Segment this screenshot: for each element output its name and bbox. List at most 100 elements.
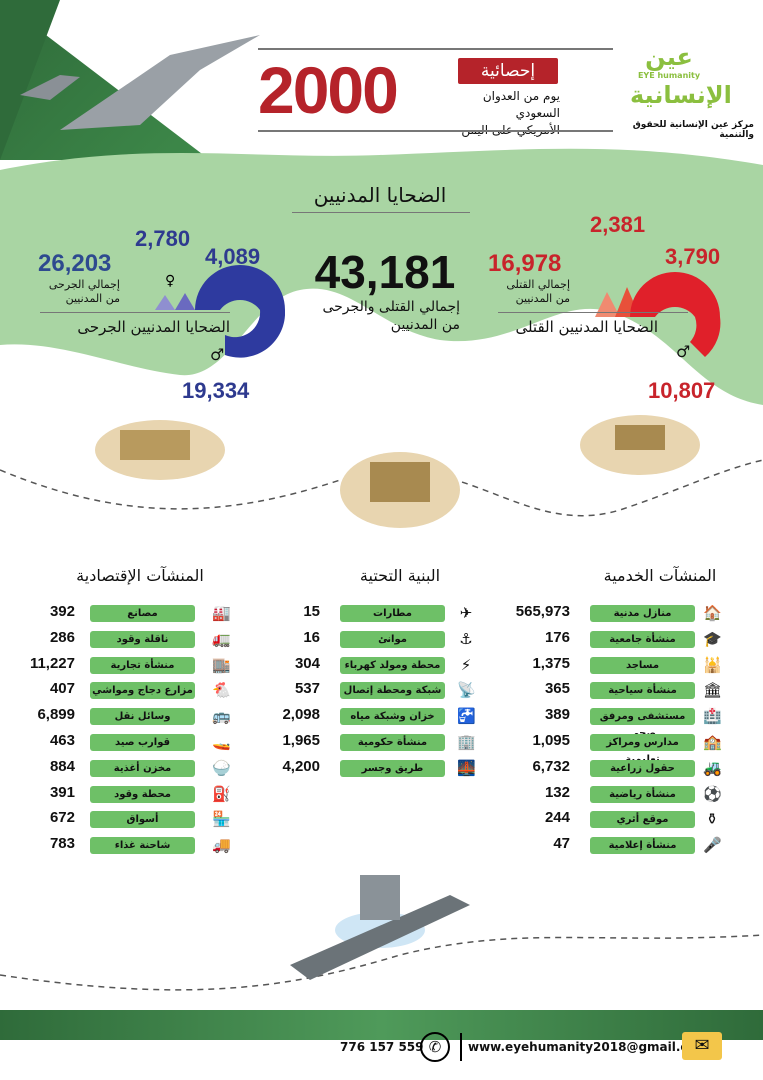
row-label: مصانع [90,605,195,622]
row-label: خزان وشبكة مياه [340,708,445,726]
casualties-total-label: إجمالي القتلى والجرحى من المدنيين [290,298,460,334]
fuel-truck-icon: 🚛 [212,629,231,648]
row-value: 6,899 [37,706,75,724]
row-label: شبكة ومحطة إتصال [340,682,445,700]
row-value: 286 [49,628,75,646]
infrastructure-row: 1,965 منشأة حكومية 🏢 [0,732,763,754]
email-address[interactable]: www.eyehumanity2018@gmail.com [468,1040,709,1054]
row-label: منشأة تجارية [90,656,195,674]
row-label: منشأة جامعية [590,630,695,648]
economic-facilities-row: 392 مصانع 🏭 [0,603,763,625]
infrastructure-title: البنية التحتية [359,566,441,585]
row-label: محطة وقود [90,785,195,803]
row-value: 11,227 [29,654,75,672]
row-value: 672 [49,809,75,827]
killed-men: 10,807 [648,378,716,403]
injured-donut-chart: ♀ [155,265,285,358]
injured-men: 19,334 [182,378,250,403]
man-icon: ♂ [676,342,691,361]
injured-label1: إجمالي الجرحى [48,278,120,291]
row-label: مساجد [590,656,695,674]
row-label: حقول زراعية [590,759,695,777]
row-value: 565,973 [515,603,570,620]
killed-label1: إجمالي القتلى [506,278,570,291]
row-value: 1,375 [532,654,570,672]
row-value: 537 [294,680,320,698]
food-bowl-icon: 🍚 [212,758,231,777]
total-label1: إجمالي القتلى والجرحى [322,299,460,315]
injured-children: 4,089 [205,244,261,269]
fuel-pump-icon: ⛽ [212,784,231,803]
header-rule-top [258,48,613,50]
contact-divider [460,1033,462,1061]
warship-illustration [0,875,763,991]
logo-sub: EYE humanity [637,71,701,80]
row-label: شاحنة غذاء [90,837,195,855]
service-facilities-row: 365 منشأة سياحية 🏛 [0,680,763,702]
bridge-icon: 🌉 [457,758,476,777]
military-illustrations [0,415,763,528]
service-facilities-row: 47 منشأة إعلامية 🎤 [0,835,763,857]
factory-icon: 🏭 [212,604,231,622]
row-value: 407 [49,680,75,698]
service-facilities-row: 176 منشأة جامعية 🎓 [0,629,763,651]
service-facilities-row: 132 منشأة رياضية ⚽ [0,784,763,806]
graduation-cap-icon: 🎓 [703,629,722,648]
chicken-icon: 🐔 [212,681,231,700]
eye-humanity-logo: عين EYE humanity الإنسانية [630,42,732,112]
row-value: 176 [544,628,570,646]
service-facilities-title: المنشآت الخدمية [603,566,717,585]
shop-icon: 🏪 [212,810,231,829]
microphone-icon: 🎤 [703,836,722,855]
infrastructure-row: 15 مطارات ✈ [0,603,763,625]
injured-title: الضحايا المدنيين الجرحى [77,318,230,336]
service-facilities-row: 1,095 مدارس ومراكز تعليمية 🏫 [0,732,763,765]
row-value: 1,965 [282,732,320,749]
row-label: منشأة رياضية [590,785,695,803]
row-value: 304 [294,654,320,672]
row-label: مستشفى ومرفق صحي [590,708,695,739]
row-value: 884 [49,757,75,775]
tractor-field-icon: 🚜 [703,758,722,777]
service-facilities-row: 1,375 مساجد 🕌 [0,655,763,677]
service-facilities-row: 6,732 حقول زراعية 🚜 [0,758,763,780]
airport-icon: ✈ [459,604,473,622]
infrastructure-row: 537 شبكة ومحطة إتصال 📡 [0,680,763,702]
logo-text: عين [645,43,693,71]
economic-facilities-row: 463 قوارب صيد 🚤 [0,732,763,754]
row-value: 6,732 [532,757,570,775]
injured-women: 2,780 [135,226,191,251]
statistics-badge: إحصائية [458,58,558,84]
bus-icon: 🚌 [212,707,231,726]
row-value: 391 [49,783,75,801]
row-label: منشأة إعلامية [590,837,695,855]
killed-women: 2,381 [590,212,646,237]
total-label2: من المدنيين [390,317,460,333]
row-label: منشأة حكومية [340,734,445,751]
green-wave-band [0,148,763,405]
row-value: 15 [303,603,320,620]
row-value: 47 [553,835,570,853]
infrastructure-row: 2,098 خزان وشبكة مياه 🚰 [0,706,763,728]
phone-icon: ✆ [420,1032,450,1062]
casualties-total: 43,181 [314,246,456,298]
service-facilities-row: 244 موقع أثري ⚱ [0,809,763,831]
row-value: 392 [49,603,75,620]
ancient-vase-icon: ⚱ [705,810,719,829]
headline-number: 2000 [258,53,399,127]
government-building-icon: 🏢 [457,733,476,751]
row-value: 463 [49,732,75,749]
man-icon: ♂ [210,345,225,364]
footer-band [0,1010,763,1040]
economic-facilities-title: المنشآت الإقتصادية [76,566,204,585]
phone-number[interactable]: 776 157 559 [340,1040,424,1054]
row-value: 16 [303,628,320,646]
injured-total-label: إجمالي الجرحى من المدنيين [40,278,120,306]
fighter-jet-image [20,35,260,130]
row-value: 783 [49,835,75,853]
water-tank-icon: 🚰 [457,707,476,726]
port-crane-icon: ⚓ [459,629,473,648]
envelope-icon: ✉ [682,1032,722,1060]
house-icon: 🏠 [703,604,722,622]
row-label: موقع أثري [590,811,695,829]
